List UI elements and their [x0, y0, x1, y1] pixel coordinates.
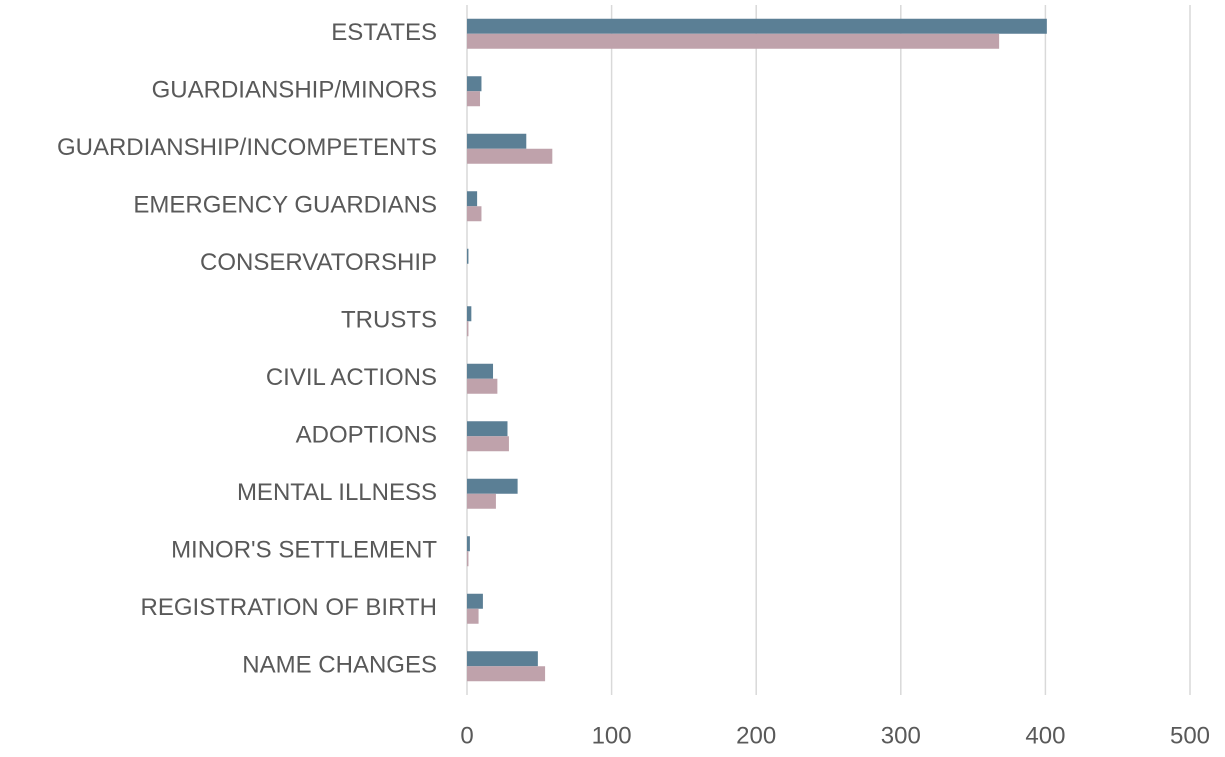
bar [467, 536, 470, 552]
bar [467, 436, 509, 452]
x-tick-label: 0 [460, 722, 473, 749]
bar [467, 493, 496, 509]
bar [467, 421, 508, 437]
x-tick-label: 500 [1170, 722, 1210, 749]
bar [467, 248, 469, 264]
bar [467, 666, 546, 682]
bar [467, 608, 479, 624]
y-tick-label: MINOR'S SETTLEMENT [171, 537, 437, 564]
y-tick-label: TRUSTS [341, 307, 437, 334]
bar [467, 321, 469, 337]
y-tick-label: MENTAL ILLNESS [237, 479, 437, 506]
bar [467, 478, 518, 494]
y-tick-label: CIVIL ACTIONS [266, 364, 437, 391]
x-tick-label: 100 [592, 722, 632, 749]
bar [467, 148, 553, 164]
bar [467, 378, 498, 394]
y-tick-label: EMERGENCY GUARDIANS [133, 192, 437, 219]
bar [467, 206, 482, 222]
bar [467, 133, 527, 149]
bar [467, 91, 481, 107]
y-tick-label: ESTATES [331, 19, 437, 46]
y-tick-label: REGISTRATION OF BIRTH [141, 594, 437, 621]
y-tick-label: ADOPTIONS [296, 422, 437, 449]
x-tick-label: 300 [881, 722, 921, 749]
bar [467, 363, 494, 379]
bar [467, 651, 538, 667]
bar [467, 191, 478, 207]
bar [467, 33, 1000, 49]
x-tick-label: 400 [1025, 722, 1065, 749]
bar [467, 76, 482, 92]
bar [467, 18, 1047, 34]
bar [467, 593, 483, 609]
y-tick-label: GUARDIANSHIP/INCOMPETENTS [57, 134, 437, 161]
y-tick-label: CONSERVATORSHIP [200, 249, 437, 276]
y-tick-label: NAME CHANGES [242, 652, 437, 679]
y-tick-label: GUARDIANSHIP/MINORS [152, 77, 437, 104]
bar [467, 551, 469, 567]
x-tick-label: 200 [736, 722, 776, 749]
bar [467, 306, 472, 322]
